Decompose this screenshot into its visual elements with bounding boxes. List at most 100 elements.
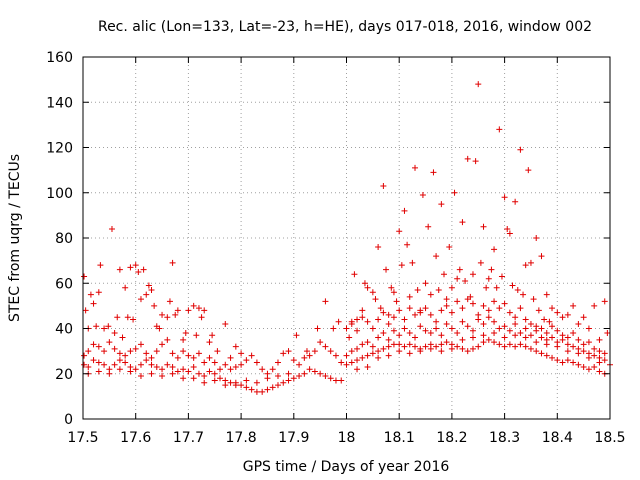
data-point [148, 287, 155, 294]
data-point [87, 291, 94, 298]
x-tick-label: 17.6 [120, 430, 151, 446]
data-point [522, 262, 529, 269]
data-point [306, 366, 313, 373]
data-point [459, 305, 466, 312]
data-point [485, 275, 492, 282]
data-point [448, 284, 455, 291]
data-point [111, 345, 118, 352]
data-point [153, 348, 160, 355]
data-point [525, 167, 532, 174]
data-point [464, 155, 471, 162]
data-point [496, 126, 503, 133]
data-point [190, 354, 197, 361]
data-point [81, 352, 88, 359]
y-tick-label: 40 [55, 322, 73, 338]
data-point [506, 327, 513, 334]
data-point [464, 296, 471, 303]
data-point [549, 334, 556, 341]
data-point [456, 266, 463, 273]
data-point [443, 296, 450, 303]
data-point [322, 343, 329, 350]
y-tick-label: 140 [46, 95, 73, 111]
data-point [430, 169, 437, 176]
data-point [469, 345, 476, 352]
data-point [106, 370, 113, 377]
data-point [527, 320, 534, 327]
data-point [433, 343, 440, 350]
data-point [393, 298, 400, 305]
data-point [464, 323, 471, 330]
data-point [159, 341, 166, 348]
data-point [464, 348, 471, 355]
data-point [475, 316, 482, 323]
data-point [206, 354, 213, 361]
data-point [105, 323, 112, 330]
data-point [419, 192, 426, 199]
data-point [185, 307, 192, 314]
data-point [517, 146, 524, 153]
data-point [348, 348, 355, 355]
data-point [206, 339, 213, 346]
data-point [396, 307, 403, 314]
data-point [81, 361, 88, 368]
data-point [406, 293, 413, 300]
data-point [459, 336, 466, 343]
y-tick-label: 60 [55, 276, 73, 292]
data-point [485, 307, 492, 314]
data-point [190, 302, 197, 309]
data-point [396, 228, 403, 235]
data-point [303, 348, 310, 355]
data-point [433, 318, 440, 325]
data-point [422, 280, 429, 287]
data-point [380, 330, 387, 337]
data-point [585, 354, 592, 361]
data-point [472, 158, 479, 165]
x-tick-label: 17.7 [173, 430, 204, 446]
data-point [151, 302, 158, 309]
data-point [332, 352, 339, 359]
data-point [522, 334, 529, 341]
data-point [116, 350, 123, 357]
y-tick-label: 80 [55, 231, 73, 247]
data-point [159, 373, 166, 380]
x-axis-label: GPS time / Days of year 2016 [243, 459, 450, 475]
data-point [412, 311, 419, 318]
data-point [554, 357, 561, 364]
data-point [280, 350, 287, 357]
data-point [137, 361, 144, 368]
data-point [390, 314, 397, 321]
data-point [570, 302, 577, 309]
data-point [238, 382, 245, 389]
y-axis-label: STEC from uqrg / TECUs [7, 154, 23, 322]
data-point [517, 330, 524, 337]
data-point [169, 363, 176, 370]
data-point [140, 266, 147, 273]
data-point [285, 377, 292, 384]
x-tick-label: 18 [338, 430, 356, 446]
data-point [122, 352, 129, 359]
data-point [412, 164, 419, 171]
data-point [422, 327, 429, 334]
data-point [580, 341, 587, 348]
data-point [401, 343, 408, 350]
data-point [427, 330, 434, 337]
data-point [533, 327, 540, 334]
data-point [522, 343, 529, 350]
data-point [359, 314, 366, 321]
x-tick-labels: 17.5 17.6 17.7 17.8 17.9 18 18.1 18.2 18.3 18.4 18… [67, 430, 625, 446]
data-point [454, 330, 461, 337]
data-point [198, 314, 205, 321]
data-point [451, 189, 458, 196]
data-point [512, 198, 519, 205]
data-point [185, 352, 192, 359]
data-point [243, 377, 250, 384]
data-point [396, 341, 403, 348]
data-point [396, 332, 403, 339]
x-tick-label: 17.8 [226, 430, 257, 446]
data-point [533, 348, 540, 355]
data-point [601, 350, 608, 357]
data-point [174, 307, 181, 314]
data-point [243, 384, 250, 391]
data-point [248, 352, 255, 359]
data-point [388, 284, 395, 291]
